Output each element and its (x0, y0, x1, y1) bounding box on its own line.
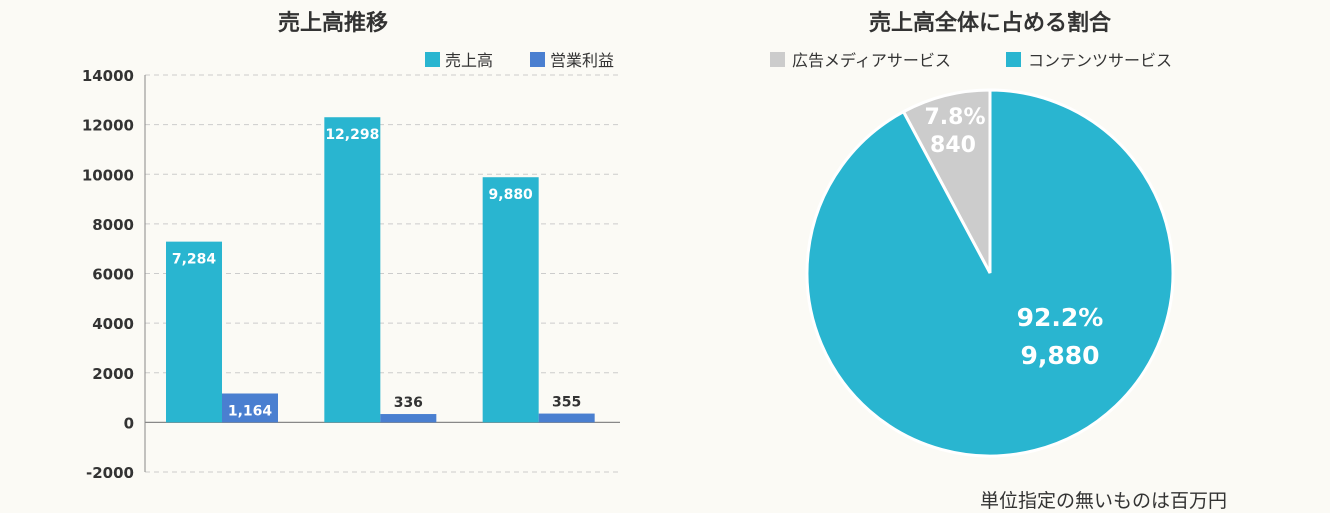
pie-chart-legend: 広告メディアサービス コンテンツサービス (770, 51, 1172, 70)
bar-data-label: 1,164 (228, 403, 273, 419)
bar-operating-profit (538, 413, 595, 423)
pie-slice-content (805, 88, 1175, 458)
pie-slices (805, 88, 1175, 458)
bar-sales (482, 177, 539, 423)
bar-sales (166, 241, 222, 423)
bar-data-label: 9,880 (489, 187, 534, 203)
pie-chart: 売上高全体に占める割合 広告メディアサービス コンテンツサービス 7.8% 840… (770, 10, 1175, 458)
y-tick-label: -2000 (86, 464, 134, 482)
legend-label-ad-media: 広告メディアサービス (792, 51, 951, 70)
pie-data-labels: 7.8% 840 92.2% 9,880 (924, 105, 1103, 370)
bar-chart-title: 売上高推移 (278, 10, 388, 36)
bar-marks (166, 117, 595, 423)
y-tick-label: 8000 (92, 216, 134, 234)
legend-label-sales: 売上高 (445, 51, 493, 70)
bar-data-label: 12,298 (325, 127, 379, 143)
bar-sales (324, 117, 381, 423)
legend-swatch-sales (425, 52, 440, 67)
bar-operating-profit (380, 414, 437, 423)
y-tick-label: 0 (124, 414, 134, 432)
y-tick-label: 14000 (82, 67, 134, 85)
legend-swatch-content (1006, 52, 1021, 67)
y-tick-label: 4000 (92, 315, 134, 333)
legend-swatch-operating-profit (530, 52, 545, 67)
legend-label-operating-profit: 営業利益 (550, 51, 614, 70)
pie-chart-title: 売上高全体に占める割合 (869, 10, 1112, 36)
bar-data-label: 7,284 (172, 252, 217, 268)
bar-chart-legend: 売上高 営業利益 (425, 51, 614, 70)
y-tick-label: 6000 (92, 266, 134, 284)
bar-data-labels: 7,284 1,164 12,298 336 9,880 355 (172, 127, 581, 419)
y-tick-label: 10000 (82, 166, 134, 184)
bar-data-label: 355 (552, 395, 581, 411)
y-tick-label: 2000 (92, 365, 134, 383)
unit-footnote: 単位指定の無いものは百万円 (980, 490, 1228, 512)
y-tick-labels: -2000 0 2000 4000 6000 8000 10000 12000 14000 (82, 67, 134, 482)
bar-data-label: 336 (394, 395, 423, 411)
legend-swatch-ad-media (770, 52, 785, 67)
pie-label-ad-media-percent: 7.8% (924, 105, 985, 130)
legend-label-content: コンテンツサービス (1028, 51, 1172, 70)
pie-label-ad-media-value: 840 (930, 133, 976, 158)
bar-chart: 売上高推移 売上高 営業利益 -2000 0 2000 4000 6000 8000 100… (82, 10, 620, 482)
y-tick-label: 12000 (82, 117, 134, 135)
pie-label-content-percent: 92.2% (1017, 303, 1104, 332)
pie-label-content-value: 9,880 (1020, 341, 1099, 370)
charts-canvas: 売上高推移 売上高 営業利益 -2000 0 2000 4000 6000 8000 100… (82, 10, 1175, 482)
bar-operating-profit (222, 393, 278, 423)
